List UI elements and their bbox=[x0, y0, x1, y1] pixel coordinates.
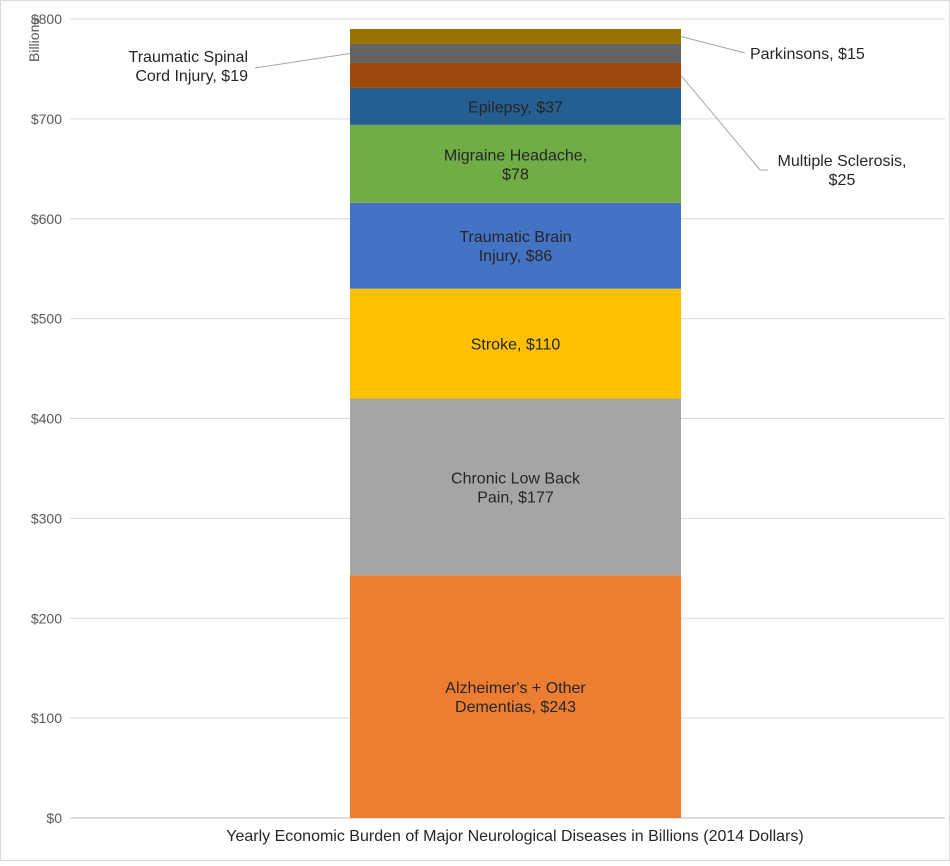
data-label-line: Traumatic Brain bbox=[459, 229, 571, 246]
data-label: Chronic Low Back Pain, $177 bbox=[451, 470, 581, 506]
bar-segment bbox=[350, 288, 681, 399]
bar-segments bbox=[350, 28, 681, 818]
data-label: Traumatic Spinal Cord Injury, $19 bbox=[129, 49, 249, 85]
bar-segment bbox=[350, 28, 681, 44]
y-tick-label: $500 bbox=[31, 311, 62, 327]
y-tick-label: $0 bbox=[46, 810, 62, 826]
data-label-line: Epilepsy, $37 bbox=[468, 99, 563, 116]
y-axis-ticks: $0 $100 $200 $300 $400 $500 $600 $700 $800 bbox=[31, 11, 62, 826]
x-axis-category-label: Yearly Economic Burden of Major Neurolog… bbox=[226, 828, 803, 845]
data-label-line: Cord Injury, $19 bbox=[135, 68, 248, 85]
data-label: Stroke, $110 bbox=[471, 337, 561, 354]
data-label: Parkinsons, $15 bbox=[750, 46, 865, 63]
bar-segment bbox=[350, 43, 681, 63]
y-tick-label: $100 bbox=[31, 710, 62, 726]
data-label-line: Dementias, $243 bbox=[455, 699, 576, 716]
data-label-line: Stroke, $110 bbox=[471, 337, 561, 354]
y-tick-label: $400 bbox=[31, 411, 62, 427]
data-label-line: $25 bbox=[829, 172, 856, 189]
data-label-line: Multiple Sclerosis, bbox=[778, 153, 907, 170]
data-label-line: Parkinsons, $15 bbox=[750, 46, 865, 63]
y-tick-label: $300 bbox=[31, 510, 62, 526]
bar-segment bbox=[350, 398, 681, 576]
y-tick-label: $700 bbox=[31, 111, 62, 127]
y-axis-label: Billions bbox=[26, 18, 42, 62]
data-label: Multiple Sclerosis, $25 bbox=[778, 153, 907, 189]
data-label-line: Alzheimer's + Other bbox=[445, 680, 586, 697]
bar-segment bbox=[350, 87, 681, 125]
bar-segment bbox=[350, 202, 681, 289]
leader-line bbox=[680, 75, 768, 171]
bar-segment bbox=[350, 124, 681, 203]
data-label: Traumatic Brain Injury, $86 bbox=[459, 229, 571, 265]
bar-segment bbox=[350, 62, 681, 88]
data-label-line: $78 bbox=[502, 166, 529, 183]
data-label: Migraine Headache, $78 bbox=[444, 147, 587, 183]
data-label-line: Migraine Headache, bbox=[444, 147, 587, 164]
data-label-line: Chronic Low Back bbox=[451, 470, 581, 487]
data-label-line: Traumatic Spinal bbox=[129, 49, 248, 66]
data-labels: Alzheimer's + Other Dementias, $243 Chroni… bbox=[129, 35, 907, 716]
y-tick-label: $600 bbox=[31, 211, 62, 227]
leader-line bbox=[680, 35, 746, 54]
data-label-line: Injury, $86 bbox=[479, 248, 553, 265]
data-label-line: Pain, $177 bbox=[477, 489, 554, 506]
y-tick-label: $800 bbox=[31, 11, 62, 27]
bar-segment bbox=[350, 575, 681, 818]
data-label: Alzheimer's + Other Dementias, $243 bbox=[445, 680, 586, 716]
y-tick-label: $200 bbox=[31, 610, 62, 626]
data-label: Epilepsy, $37 bbox=[468, 99, 563, 116]
leader-line bbox=[254, 52, 351, 69]
